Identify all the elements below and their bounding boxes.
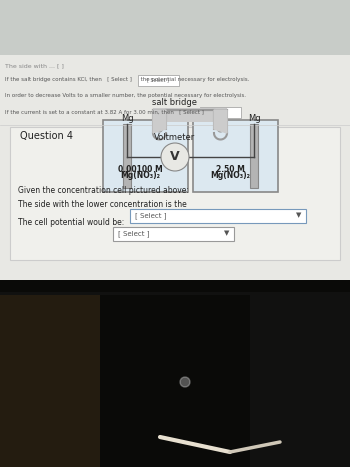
Polygon shape (214, 110, 227, 133)
Text: V: V (170, 150, 180, 163)
Text: [ Select ]: [ Select ] (135, 212, 167, 219)
FancyBboxPatch shape (0, 55, 350, 280)
FancyBboxPatch shape (0, 292, 350, 467)
Text: Mg: Mg (248, 114, 260, 123)
Text: Question 4: Question 4 (20, 131, 73, 141)
FancyBboxPatch shape (138, 75, 178, 85)
FancyBboxPatch shape (0, 295, 100, 467)
FancyBboxPatch shape (193, 120, 278, 192)
FancyBboxPatch shape (199, 106, 240, 118)
FancyBboxPatch shape (0, 280, 350, 467)
Text: [ Select ]: [ Select ] (147, 78, 169, 83)
Text: If the current is set to a constant at 3.82 A for 3.00 min, then   [ Select ]: If the current is set to a constant at 3… (5, 109, 204, 114)
FancyBboxPatch shape (250, 124, 258, 188)
Text: Mg(NO₃)₂: Mg(NO₃)₂ (210, 171, 250, 180)
Circle shape (161, 143, 189, 171)
Text: Voltmeter: Voltmeter (154, 133, 196, 142)
Circle shape (180, 377, 190, 387)
Text: 0.00100 M: 0.00100 M (118, 165, 162, 174)
Text: The side with ... [ ]: The side with ... [ ] (5, 63, 64, 68)
Text: Mg: Mg (121, 114, 133, 123)
Polygon shape (153, 110, 166, 133)
Text: salt bridge: salt bridge (153, 98, 197, 107)
FancyBboxPatch shape (112, 226, 233, 241)
FancyBboxPatch shape (10, 127, 340, 260)
Text: Mg(NO₃)₂: Mg(NO₃)₂ (120, 171, 160, 180)
Text: Given the concentration cell pictured above:: Given the concentration cell pictured ab… (18, 186, 189, 195)
Text: In order to decrease Volts to a smaller number, the potential necessary for elec: In order to decrease Volts to a smaller … (5, 93, 246, 98)
Text: ▼: ▼ (296, 212, 302, 219)
Text: The side with the lower concentration is the: The side with the lower concentration is… (18, 200, 187, 209)
Text: 2.50 M: 2.50 M (216, 165, 244, 174)
FancyBboxPatch shape (123, 124, 131, 188)
Text: ▼: ▼ (224, 231, 230, 236)
FancyBboxPatch shape (130, 208, 306, 222)
FancyBboxPatch shape (0, 280, 350, 292)
FancyBboxPatch shape (153, 108, 227, 122)
Text: If the salt bridge contains KCl, then   [ Select ]     the potential necessary f: If the salt bridge contains KCl, then [ … (5, 77, 249, 82)
Text: [ Select ]: [ Select ] (118, 230, 149, 237)
Text: The cell potential would be:: The cell potential would be: (18, 218, 124, 227)
FancyBboxPatch shape (100, 295, 250, 467)
FancyBboxPatch shape (103, 120, 188, 192)
